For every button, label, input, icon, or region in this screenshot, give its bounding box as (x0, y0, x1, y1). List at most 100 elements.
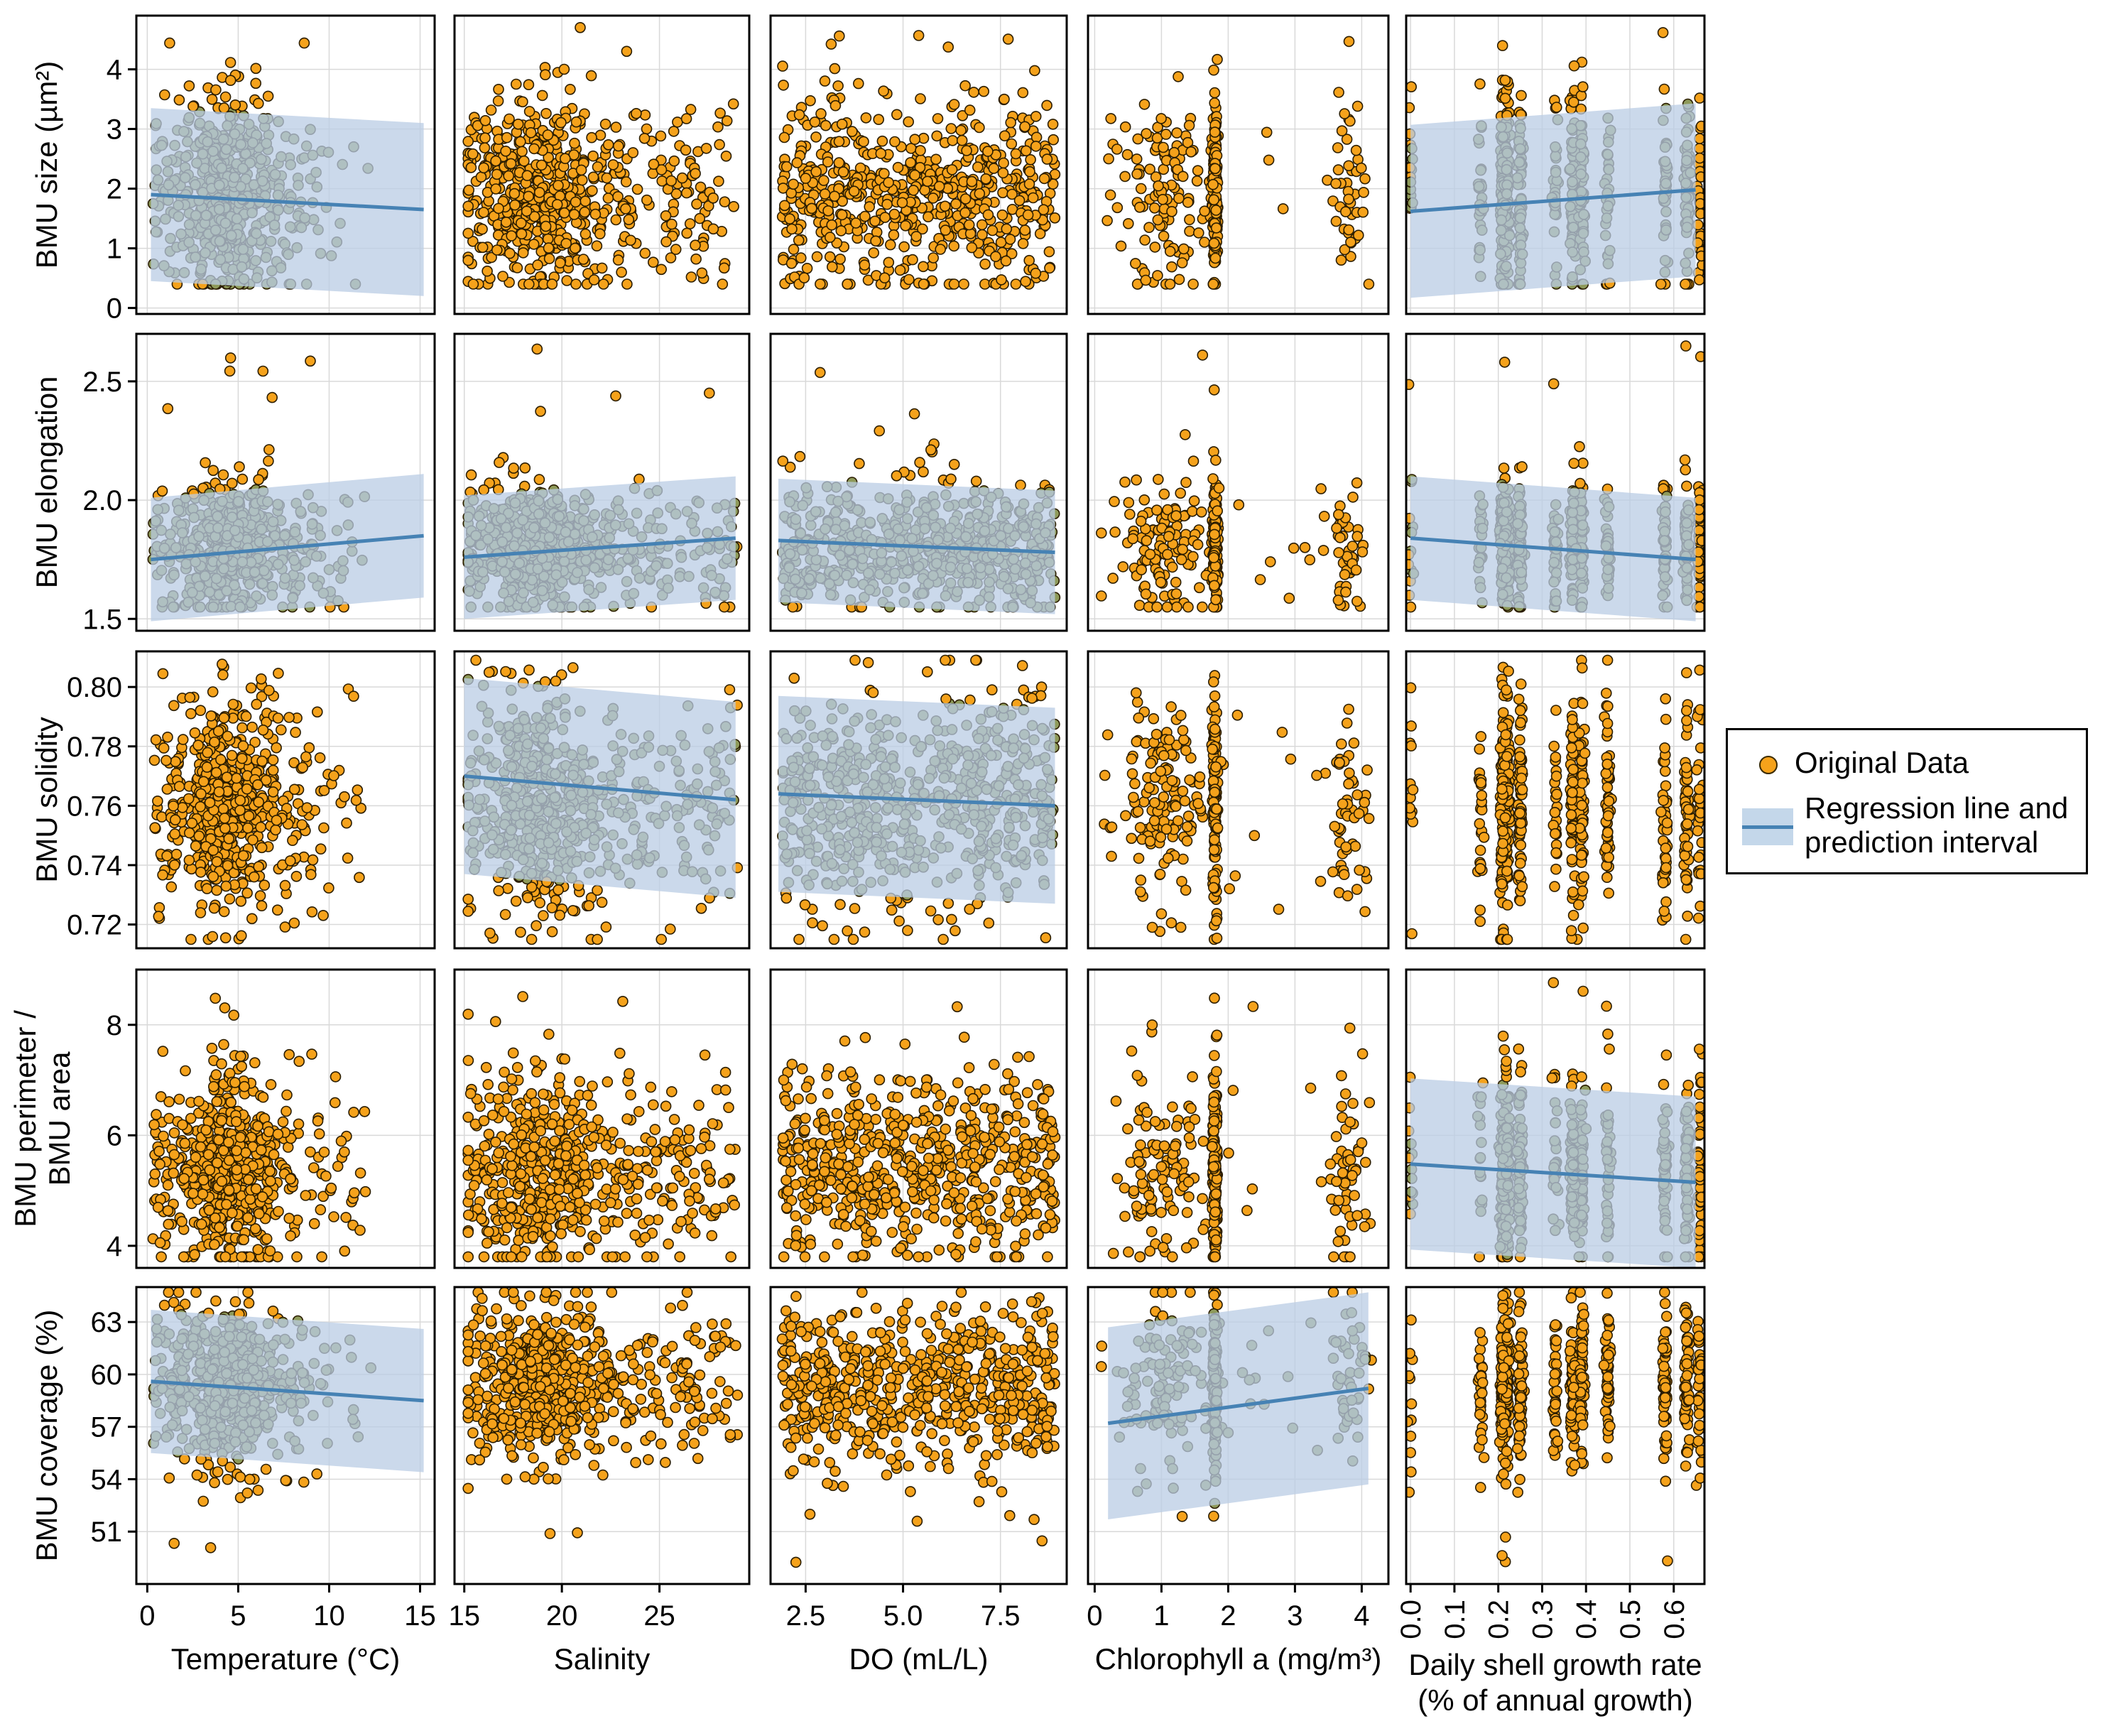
data-point (1140, 274, 1152, 286)
data-point (1041, 99, 1052, 112)
panel-frame (1087, 14, 1390, 315)
data-point (974, 121, 985, 134)
data-point (568, 209, 580, 220)
data-point (543, 151, 555, 163)
data-point (523, 190, 535, 202)
data-point (579, 206, 591, 218)
data-point (263, 444, 275, 455)
data-point (1317, 545, 1329, 556)
data-point (602, 139, 614, 151)
data-point (477, 242, 489, 254)
scatter-points (1096, 349, 1369, 613)
data-point (779, 200, 790, 212)
data-point (1333, 87, 1344, 98)
data-point (690, 239, 701, 251)
data-point (517, 96, 528, 108)
data-point (1153, 180, 1164, 192)
data-point (257, 365, 269, 377)
data-point (570, 278, 582, 290)
data-point (511, 262, 523, 273)
regression-line (464, 536, 736, 559)
data-point (1350, 144, 1362, 156)
data-point (1111, 143, 1123, 155)
data-point (1343, 193, 1354, 205)
data-point (1010, 148, 1022, 160)
data-point (858, 136, 869, 148)
data-point (959, 80, 971, 92)
data-point (631, 183, 643, 195)
data-point (561, 275, 573, 286)
data-point (1330, 178, 1342, 190)
data-point (1209, 87, 1221, 99)
data-point (570, 116, 582, 128)
data-point (955, 124, 967, 136)
data-point (820, 119, 832, 131)
data-point (1030, 111, 1042, 122)
data-point (707, 192, 719, 204)
data-point (625, 234, 636, 246)
data-point (829, 190, 840, 202)
data-point (508, 462, 520, 474)
data-point (1499, 75, 1511, 86)
data-point (811, 251, 823, 263)
data-point (494, 457, 505, 468)
data-point (660, 236, 672, 248)
data-point (966, 175, 978, 188)
data-point (714, 107, 726, 119)
data-point (1575, 89, 1587, 102)
data-point (1006, 138, 1018, 150)
data-point (1694, 143, 1704, 154)
data-point (1048, 134, 1059, 146)
data-point (647, 256, 659, 268)
data-point (974, 188, 986, 200)
data-point (586, 131, 597, 143)
data-point (680, 144, 692, 156)
data-point (1160, 129, 1172, 140)
data-point (982, 146, 994, 157)
data-point (670, 244, 682, 255)
data-point (1210, 205, 1222, 216)
data-point (207, 465, 219, 477)
data-point (1044, 262, 1055, 274)
data-point (1027, 192, 1039, 204)
data-point (717, 278, 729, 290)
data-point (250, 77, 262, 89)
data-point (1111, 202, 1124, 214)
data-point (1351, 100, 1364, 112)
y-tick-label: 2 (107, 174, 122, 205)
data-point (514, 136, 526, 148)
data-point (546, 278, 558, 290)
data-point (1115, 240, 1127, 252)
data-point (978, 85, 989, 97)
data-point (810, 166, 822, 178)
data-point (824, 251, 836, 263)
panel-r1-c0: 1.52.02.5 (82, 332, 436, 635)
data-point (695, 181, 707, 193)
data-point (848, 185, 860, 197)
data-point (542, 233, 554, 245)
data-point (250, 63, 262, 75)
data-point (1344, 115, 1356, 127)
data-point (778, 80, 789, 91)
data-point (784, 461, 796, 473)
data-point (940, 224, 952, 236)
data-point (1006, 188, 1018, 200)
data-point (641, 194, 653, 206)
data-point (997, 187, 1008, 199)
data-point (1192, 538, 1204, 550)
data-point (475, 171, 487, 183)
y-tick-label: 1 (107, 234, 122, 265)
data-point (1363, 278, 1375, 290)
regression-line (778, 538, 1055, 555)
data-point (894, 264, 906, 276)
data-point (908, 408, 920, 420)
y-tick-label: 0 (107, 293, 122, 325)
data-point (1131, 168, 1143, 180)
data-point (958, 278, 969, 290)
data-point (1208, 384, 1220, 396)
data-point (575, 164, 587, 176)
data-point (917, 223, 928, 235)
data-point (946, 164, 958, 175)
data-point (1024, 166, 1035, 178)
data-point (1104, 189, 1116, 201)
